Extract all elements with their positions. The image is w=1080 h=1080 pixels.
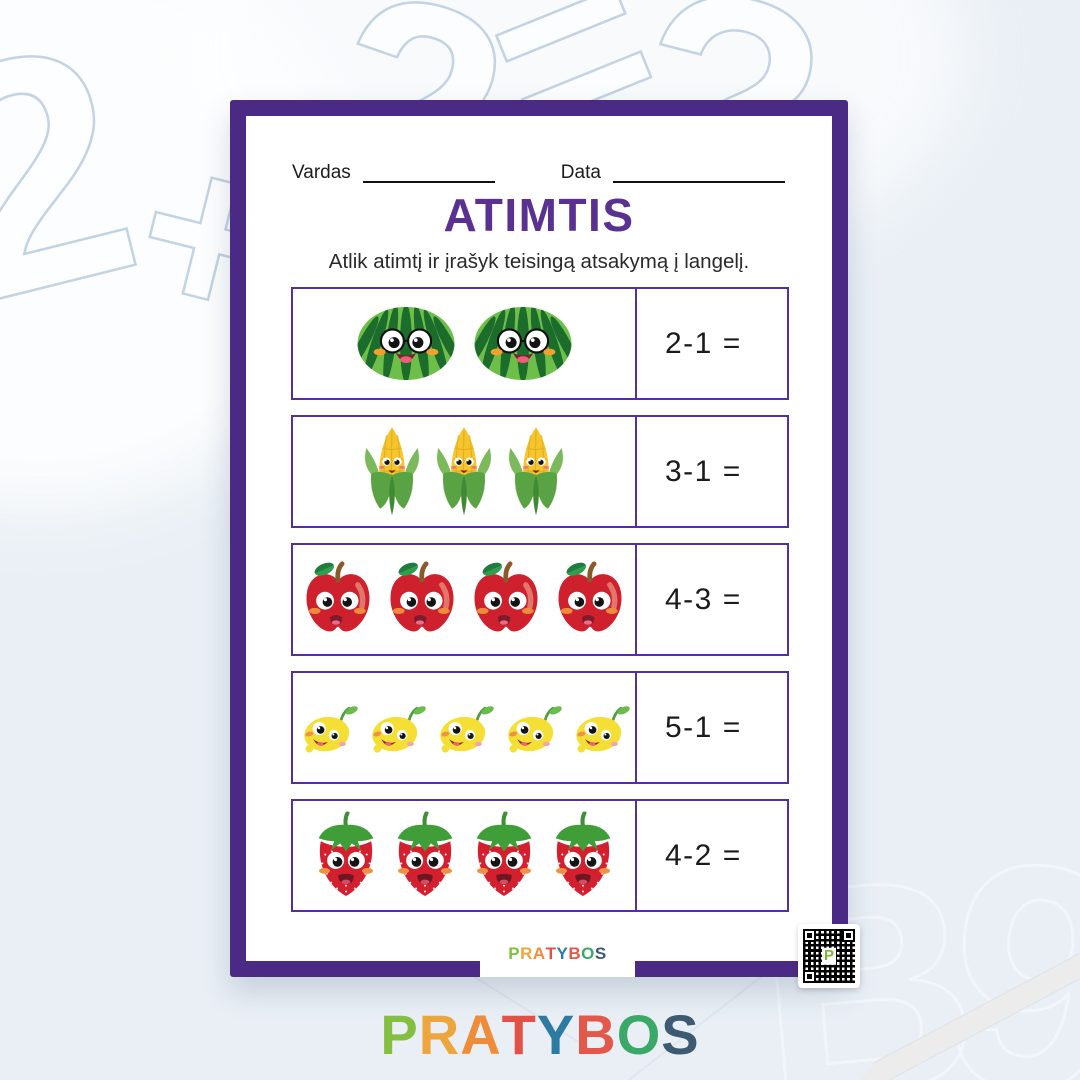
wordmark-letter: B (575, 1003, 617, 1066)
instruction-text: Atlik atimtį ir įrašyk teisingą atsakymą… (328, 250, 750, 273)
wordmark-letter: P (380, 1003, 419, 1066)
pratybos-logo-small: PRATYBOS (508, 944, 607, 964)
qr-finder-icon (842, 929, 855, 942)
wordmark-letter: R (520, 944, 533, 963)
strawberry-illustration (309, 811, 383, 901)
qr-pattern: P (803, 929, 855, 983)
name-label: Vardas (292, 162, 351, 183)
equation-cell: 2-1 = (635, 289, 787, 398)
strawberry-illustration (467, 811, 541, 901)
lemon-illustration (567, 697, 633, 759)
pratybos-wordmark: PRATYBOS (0, 1002, 1080, 1067)
footer-logo-strip: PRATYBOS (480, 931, 635, 977)
apple-illustration (465, 556, 547, 644)
qr-finder-icon (803, 970, 816, 983)
wordmark-letter: B (568, 944, 582, 963)
watermelon-illustration (355, 305, 457, 382)
lemon-illustration (295, 697, 361, 759)
exercise-row: 2-1 = (291, 287, 789, 400)
header-fields: Vardas Data (292, 162, 792, 184)
lemon-illustration (431, 697, 497, 759)
wordmark-letter: Y (536, 1003, 576, 1066)
equation-text: 4-3 = (665, 582, 742, 616)
wordmark-letter: T (545, 944, 557, 963)
wordmark-letter: O (581, 944, 595, 963)
strawberry-illustration (388, 811, 462, 901)
apple-illustration (297, 556, 379, 644)
wordmark-letter: T (501, 1003, 537, 1066)
equation-cell: 3-1 = (635, 417, 787, 526)
worksheet-page: Vardas Data ATIMTIS Atlik atimtį ir įraš… (230, 100, 860, 988)
equation-text: 4-2 = (665, 838, 742, 872)
exercise-row: 5-1 = (291, 671, 789, 784)
name-blank-line (362, 163, 495, 183)
lemon-illustration (363, 697, 429, 759)
equation-cell: 4-2 = (635, 801, 787, 910)
exercise-row: 4-2 = (291, 799, 789, 912)
wordmark-letter: P (508, 944, 521, 963)
date-blank-line (612, 163, 785, 183)
wordmark-letter: Y (556, 944, 569, 963)
date-label: Data (560, 162, 601, 183)
equation-text: 2-1 = (665, 326, 742, 360)
corn-illustration (432, 423, 496, 521)
wordmark-letter: A (532, 944, 546, 963)
wordmark-letter: R (418, 1003, 461, 1066)
wordmark-letter: S (661, 1003, 700, 1066)
qr-code: P (798, 924, 860, 988)
exercise-row: 4-3 = (291, 543, 789, 656)
corn-illustration (504, 423, 568, 521)
equation-text: 5-1 = (665, 710, 742, 744)
fruit-cell (293, 417, 635, 526)
exercise-rows: 2-1 = 3-1 = 4-3 = 5-1 = 4-2 = (291, 287, 789, 912)
fruit-cell (293, 801, 635, 910)
fruit-cell (293, 289, 635, 398)
fruit-cell (293, 545, 635, 654)
strawberry-illustration (546, 811, 620, 901)
wordmark-letter: A (460, 1003, 502, 1066)
wordmark-letter: S (594, 944, 607, 963)
qr-finder-icon (803, 929, 816, 942)
watermelon-illustration (472, 305, 574, 382)
corn-illustration (360, 423, 424, 521)
page-title: ATIMTIS (443, 189, 635, 241)
wordmark-letter: O (616, 1003, 662, 1066)
equation-text: 3-1 = (665, 454, 742, 488)
apple-illustration (549, 556, 631, 644)
lemon-illustration (499, 697, 565, 759)
apple-illustration (381, 556, 463, 644)
exercise-row: 3-1 = (291, 415, 789, 528)
equation-cell: 4-3 = (635, 545, 787, 654)
fruit-cell (293, 673, 635, 782)
equation-cell: 5-1 = (635, 673, 787, 782)
qr-center-letter: P (821, 946, 837, 965)
